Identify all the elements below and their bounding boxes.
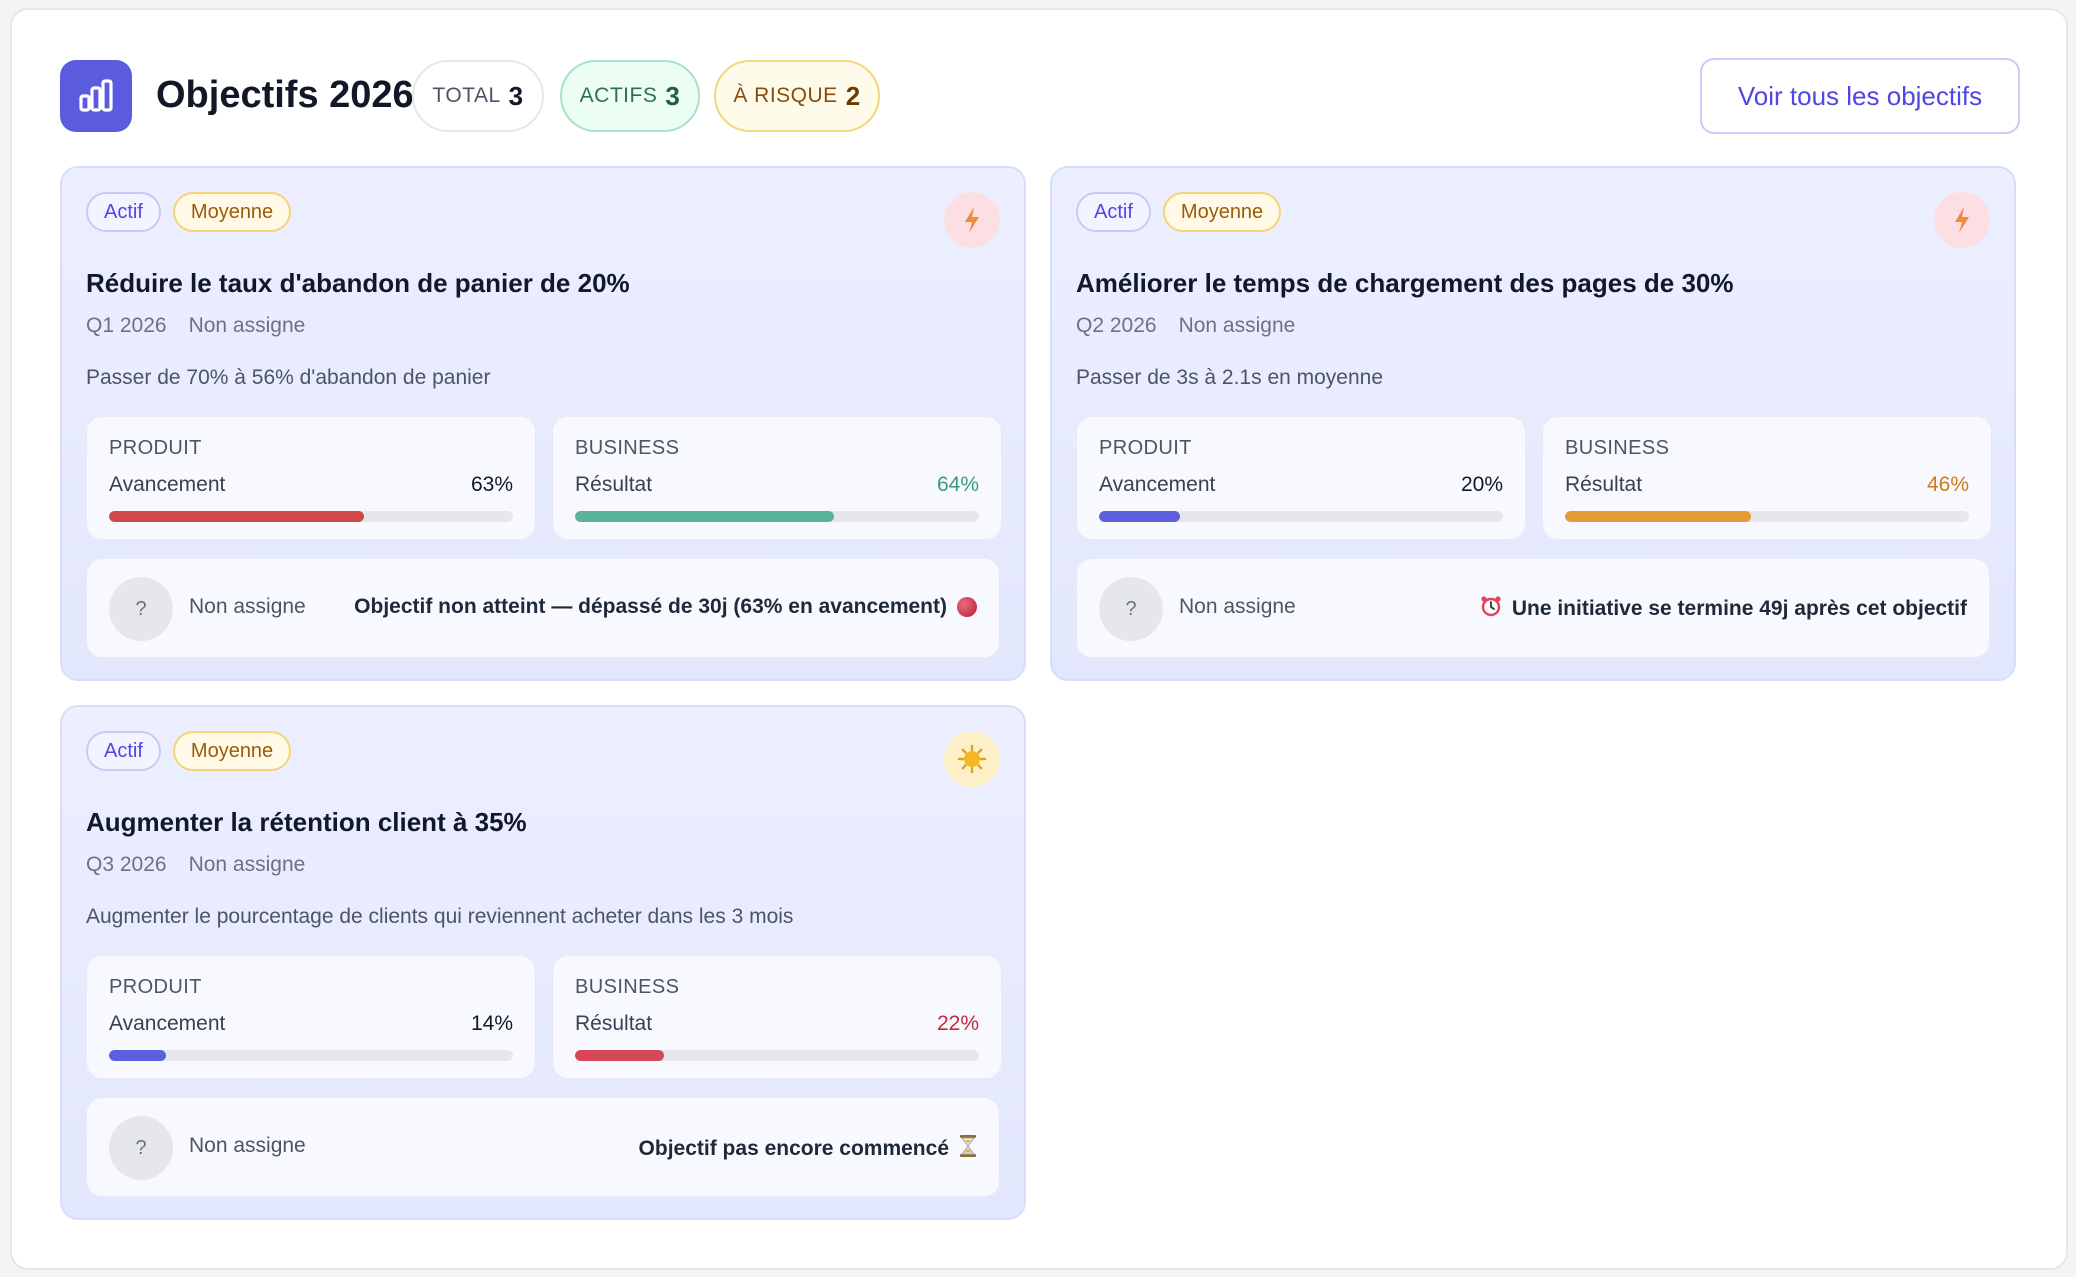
- progress-fill: [1099, 511, 1180, 522]
- pill-value: 2: [845, 80, 861, 111]
- objective-title: Améliorer le temps de chargement des pag…: [1076, 268, 1734, 298]
- metric-category: PRODUIT: [1099, 437, 1192, 459]
- objective-description: Passer de 3s à 2.1s en moyenne: [1076, 366, 1384, 389]
- objective-owner: Non assigne: [188, 314, 306, 337]
- assignee-name: Non assigne: [1179, 595, 1296, 618]
- metric-label: Résultat: [575, 1012, 653, 1035]
- objective-title: Réduire le taux d'abandon de panier de 2…: [86, 268, 630, 298]
- status-message-text: Une initiative se termine 49j après cet …: [1511, 597, 1967, 620]
- metric-label: Avancement: [109, 1012, 226, 1035]
- status-badge: Actif: [86, 731, 161, 771]
- status-badge: Actif: [1076, 192, 1151, 232]
- avatar: ?: [109, 577, 173, 641]
- bolt-icon: [944, 192, 1000, 248]
- objective-quarter: Q2 2026: [1076, 314, 1157, 337]
- objective-description: Passer de 70% à 56% d'abandon de panier: [86, 366, 491, 389]
- card-badges: Actif Moyenne: [1076, 192, 1282, 232]
- status-message: Objectif non atteint — dépassé de 30j (6…: [354, 595, 977, 619]
- metric-category: PRODUIT: [109, 437, 202, 459]
- status-message: Objectif pas encore commencé: [639, 1134, 977, 1164]
- metric-label: Résultat: [575, 473, 653, 496]
- metric-category: PRODUIT: [109, 976, 202, 998]
- metric-category: BUSINESS: [1565, 437, 1670, 459]
- progress-fill: [575, 511, 834, 522]
- status-badge: Actif: [86, 192, 161, 232]
- metric-label: Avancement: [109, 473, 226, 496]
- active-count-pill: ACTIFS 3: [560, 60, 700, 132]
- product-metric: PRODUIT Avancement 20%: [1076, 416, 1526, 540]
- sun-icon: [944, 731, 1000, 787]
- product-metric: PRODUIT Avancement 14%: [86, 955, 536, 1079]
- hourglass-icon: [959, 1134, 977, 1164]
- objective-quarter: Q1 2026: [86, 314, 167, 337]
- metric-value: 63%: [470, 473, 513, 496]
- objective-card[interactable]: Actif Moyenne Améliorer le temps de char…: [1050, 166, 2016, 681]
- progress-bar: [1099, 511, 1503, 522]
- at-risk-count-pill: À RISQUE 2: [714, 60, 880, 132]
- metric-value: 64%: [936, 473, 979, 496]
- assignee-name: Non assigne: [189, 1134, 306, 1157]
- objective-meta: Q1 2026 Non assigne: [86, 314, 305, 338]
- business-metric: BUSINESS Résultat 64%: [552, 416, 1002, 540]
- pill-label: TOTAL: [432, 84, 501, 107]
- objective-description: Augmenter le pourcentage de clients qui …: [86, 905, 794, 928]
- red-circle-icon: [957, 597, 977, 617]
- metric-label: Avancement: [1099, 473, 1216, 496]
- objective-footer: ? Non assigne Objectif non atteint — dép…: [86, 558, 1000, 658]
- objective-meta: Q3 2026 Non assigne: [86, 853, 305, 877]
- metric-value: 22%: [936, 1012, 979, 1035]
- progress-fill: [109, 1050, 166, 1061]
- progress-bar: [575, 511, 979, 522]
- alarm-clock-icon: [1480, 595, 1502, 623]
- pill-value: 3: [665, 80, 681, 111]
- metric-value: 46%: [1926, 473, 1969, 496]
- priority-badge: Moyenne: [172, 192, 292, 232]
- page-title: Objectifs 2026: [156, 74, 414, 116]
- objective-meta: Q2 2026 Non assigne: [1076, 314, 1295, 338]
- avatar: ?: [109, 1116, 173, 1180]
- product-metric: PRODUIT Avancement 63%: [86, 416, 536, 540]
- status-message: Une initiative se termine 49j après cet …: [1480, 595, 1967, 623]
- business-metric: BUSINESS Résultat 46%: [1542, 416, 1992, 540]
- metric-label: Résultat: [1565, 473, 1643, 496]
- pill-label: ACTIFS: [579, 84, 658, 107]
- pill-value: 3: [508, 80, 524, 111]
- progress-bar: [575, 1050, 979, 1061]
- objective-title: Augmenter la rétention client à 35%: [86, 807, 527, 837]
- panel-header: Objectifs 2026 TOTAL 3 ACTIFS 3 À RISQUE…: [60, 58, 2020, 140]
- total-count-pill: TOTAL 3: [412, 60, 544, 132]
- objectives-panel: Objectifs 2026 TOTAL 3 ACTIFS 3 À RISQUE…: [10, 8, 2068, 1270]
- chart-icon: [60, 60, 132, 132]
- pill-label: À RISQUE: [733, 84, 838, 107]
- objective-footer: ? Non assigne Une initiative se termine …: [1076, 558, 1990, 658]
- metric-value: 20%: [1460, 473, 1503, 496]
- progress-bar: [109, 1050, 513, 1061]
- progress-fill: [575, 1050, 664, 1061]
- card-badges: Actif Moyenne: [86, 731, 292, 771]
- objective-quarter: Q3 2026: [86, 853, 167, 876]
- metric-category: BUSINESS: [575, 976, 680, 998]
- objective-footer: ? Non assigne Objectif pas encore commen…: [86, 1097, 1000, 1197]
- progress-fill: [1565, 511, 1751, 522]
- assignee-name: Non assigne: [189, 595, 306, 618]
- objective-owner: Non assigne: [188, 853, 306, 876]
- bolt-icon: [1934, 192, 1990, 248]
- priority-badge: Moyenne: [1162, 192, 1282, 232]
- metric-value: 14%: [470, 1012, 513, 1035]
- objective-card[interactable]: Actif Moyenne Réduire le taux d'abandon …: [60, 166, 1026, 681]
- business-metric: BUSINESS Résultat 22%: [552, 955, 1002, 1079]
- status-message-text: Objectif non atteint — dépassé de 30j (6…: [354, 595, 947, 618]
- objective-owner: Non assigne: [1178, 314, 1296, 337]
- status-message-text: Objectif pas encore commencé: [638, 1137, 949, 1160]
- objective-card[interactable]: Actif Moyenne Augmenter la rétention cli…: [60, 705, 1026, 1220]
- progress-bar: [109, 511, 513, 522]
- view-all-objectives-button[interactable]: Voir tous les objectifs: [1700, 58, 2020, 134]
- progress-bar: [1565, 511, 1969, 522]
- card-badges: Actif Moyenne: [86, 192, 292, 232]
- metric-category: BUSINESS: [575, 437, 680, 459]
- priority-badge: Moyenne: [172, 731, 292, 771]
- progress-fill: [109, 511, 364, 522]
- avatar: ?: [1099, 577, 1163, 641]
